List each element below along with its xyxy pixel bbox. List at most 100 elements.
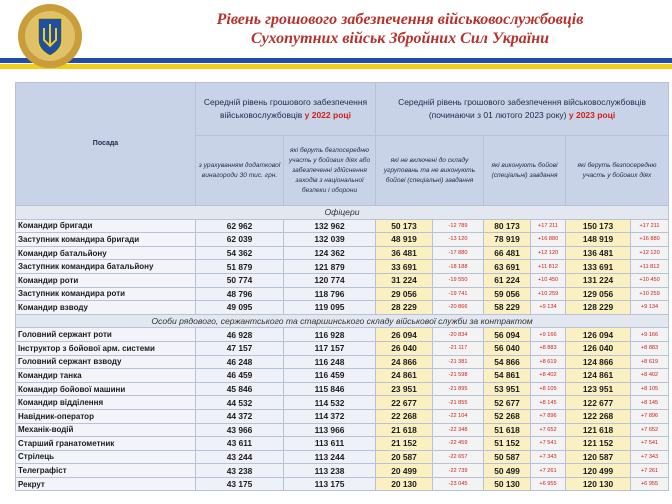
difference: +7 652 <box>630 422 670 438</box>
difference: +7 652 <box>530 422 567 438</box>
difference: -22 348 <box>432 422 485 438</box>
value-2023: 133 691 <box>565 259 632 274</box>
value-2023: 124 861 <box>565 368 632 383</box>
value-2023: 48 919 <box>375 232 434 247</box>
difference: -21 895 <box>432 381 485 397</box>
value-2023: 59 056 <box>483 286 532 302</box>
title-line: Сухопутних військ Збройних Сил України <box>250 30 550 47</box>
value-2023: 54 861 <box>483 368 532 383</box>
table-row: Командир роти 50 774 120 774 31 224 -19 550 6… <box>15 272 670 288</box>
table-row: Командир взводу 49 095 119 095 28 229 -20 86… <box>15 300 670 315</box>
difference: +7 896 <box>630 408 670 424</box>
difference: -22 459 <box>432 436 485 451</box>
difference: +9 134 <box>630 300 670 315</box>
difference: +17 211 <box>630 218 670 234</box>
value-2022: 113 175 <box>282 476 377 492</box>
value-2023: 126 094 <box>565 327 632 342</box>
value-2023: 28 229 <box>375 300 434 315</box>
difference: +7 541 <box>530 436 567 451</box>
value-2023: 20 499 <box>375 463 434 478</box>
value-2023: 53 951 <box>483 381 532 397</box>
value-2023: 120 587 <box>565 449 632 465</box>
difference: +8 619 <box>630 354 670 370</box>
table-head: Посада Середній рівень грошового забезпе… <box>15 82 670 206</box>
position: Рекрут <box>15 476 196 492</box>
value-2022: 124 362 <box>282 245 377 261</box>
difference: +10 259 <box>530 286 567 302</box>
difference: +12 120 <box>530 245 567 261</box>
difference: -17 880 <box>432 245 485 261</box>
stripe-blue <box>0 58 672 63</box>
difference: +6 955 <box>530 476 567 492</box>
value-2022: 43 611 <box>195 436 284 451</box>
difference: +16 880 <box>630 232 670 247</box>
difference: +7 261 <box>530 463 567 478</box>
value-2023: 24 866 <box>375 354 434 370</box>
difference: +8 145 <box>530 395 567 410</box>
position: Навідник-оператор <box>15 408 196 424</box>
difference: +9 166 <box>630 327 670 342</box>
value-2023: 22 677 <box>375 395 434 410</box>
difference: +11 812 <box>630 259 670 274</box>
difference: -21 598 <box>432 368 485 383</box>
header-banner <box>0 4 672 69</box>
difference: -22 739 <box>432 463 485 478</box>
value-2023: 20 130 <box>375 476 434 492</box>
difference: +8 145 <box>630 395 670 410</box>
value-2022: 47 157 <box>195 340 284 356</box>
value-2022: 114 532 <box>282 395 377 410</box>
table-row: Командир танка 46 459 116 459 24 861 -21 598… <box>15 368 670 383</box>
difference: +7 343 <box>630 449 670 465</box>
value-2022: 116 928 <box>282 327 377 342</box>
difference: +8 402 <box>530 368 567 383</box>
sub-header: які не включені до складу угруповань та … <box>375 135 485 206</box>
difference: +10 450 <box>630 272 670 288</box>
value-2022: 46 928 <box>195 327 284 342</box>
value-2023: 122 268 <box>565 408 632 424</box>
position: Командир танка <box>15 368 196 383</box>
section-row: Офіцери <box>14 205 670 220</box>
value-2023: 50 587 <box>483 449 532 465</box>
sub-header: які беруть безпосередню участь у бойових… <box>282 135 377 206</box>
position: Механік-водій <box>15 422 196 438</box>
table-row: Старший гранатометник 43 611 113 611 21 152… <box>15 436 670 451</box>
value-2022: 114 372 <box>282 408 377 424</box>
group-header: Середній рівень грошового забезпечення в… <box>375 82 670 136</box>
difference: -22 104 <box>432 408 485 424</box>
column-header: Посада <box>15 82 196 206</box>
difference: +8 402 <box>630 368 670 383</box>
value-2023: 50 173 <box>375 218 434 234</box>
section-row: Особи рядового, сержантського та старшин… <box>14 313 670 329</box>
difference: +8 883 <box>630 340 670 356</box>
value-2023: 131 224 <box>565 272 632 288</box>
value-2022: 51 879 <box>195 259 284 274</box>
value-2022: 113 244 <box>282 449 377 465</box>
pay-table: Посада Середній рівень грошового забезпе… <box>14 82 670 492</box>
value-2023: 122 677 <box>565 395 632 410</box>
value-2023: 22 268 <box>375 408 434 424</box>
value-2023: 61 224 <box>483 272 532 288</box>
value-2023: 29 056 <box>375 286 434 302</box>
difference: -21 117 <box>432 340 485 356</box>
value-2022: 50 774 <box>195 272 284 288</box>
difference: -23 045 <box>432 476 485 492</box>
title: Рівень грошового забезпечення військовос… <box>150 10 650 48</box>
position: Заступник командира бригади <box>15 232 196 247</box>
value-2023: 54 866 <box>483 354 532 370</box>
group-year: у 2022 році <box>304 110 351 120</box>
position: Старший гранатометник <box>15 436 196 451</box>
value-2023: 33 691 <box>375 259 434 274</box>
difference: -20 834 <box>432 327 485 342</box>
value-2022: 117 157 <box>282 340 377 356</box>
value-2023: 31 224 <box>375 272 434 288</box>
value-2023: 136 481 <box>565 245 632 261</box>
difference: +7 343 <box>530 449 567 465</box>
table-row: Заступник командира бригади 62 039 132 039… <box>15 232 670 247</box>
table-row: Рекрут 43 175 113 175 20 130 -23 045 50 130 +6… <box>15 476 670 492</box>
difference: -18 188 <box>432 259 485 274</box>
sub-header: які виконують бойові (спеціальні) завдан… <box>483 135 567 206</box>
stripe-yellow <box>0 64 672 69</box>
value-2023: 50 130 <box>483 476 532 492</box>
table-row: Механік-водій 43 966 113 966 21 618 -22 348 5… <box>15 422 670 438</box>
value-2023: 150 173 <box>565 218 632 234</box>
